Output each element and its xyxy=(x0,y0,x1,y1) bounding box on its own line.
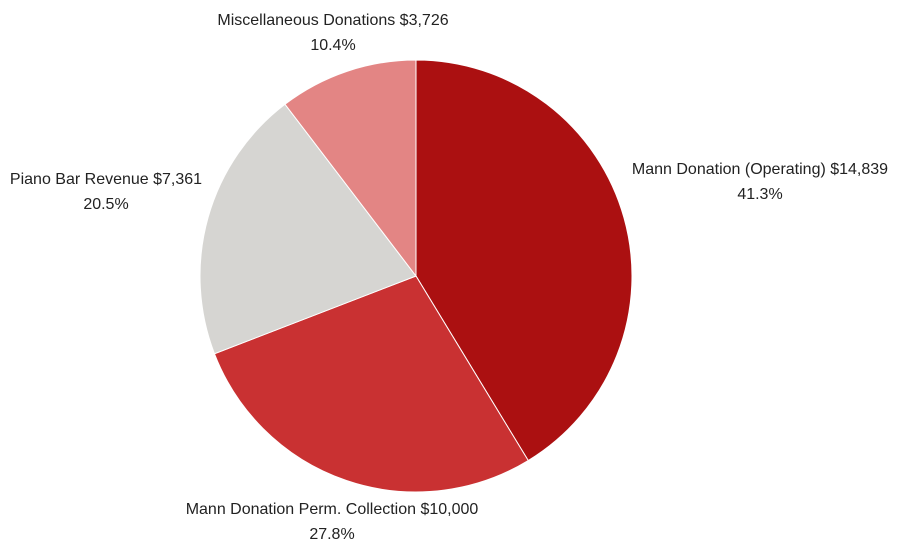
pie-slice-piano-bar-revenue xyxy=(199,103,417,355)
slice-label-name: Miscellaneous Donations $3,726 xyxy=(217,12,448,29)
slice-label-name: Mann Donation (Operating) $14,839 xyxy=(632,161,888,178)
slice-label-name: Piano Bar Revenue $7,361 xyxy=(10,171,202,188)
slice-label-percent: 41.3% xyxy=(737,186,782,203)
pie-slices xyxy=(199,59,633,493)
slice-label-percent: 20.5% xyxy=(83,196,128,213)
pie-slice-mann-donation-perm-collection xyxy=(213,275,529,493)
pie-slice-mann-donation-operating xyxy=(415,59,633,462)
pie-slice-miscellaneous-donations xyxy=(284,59,417,278)
slice-label-name: Mann Donation Perm. Collection $10,000 xyxy=(186,501,479,518)
slice-label-percent: 27.8% xyxy=(309,526,354,540)
slice-label-percent: 10.4% xyxy=(310,37,355,54)
slice-labels: Mann Donation (Operating) $14,839 41.3% Ma… xyxy=(10,12,888,540)
